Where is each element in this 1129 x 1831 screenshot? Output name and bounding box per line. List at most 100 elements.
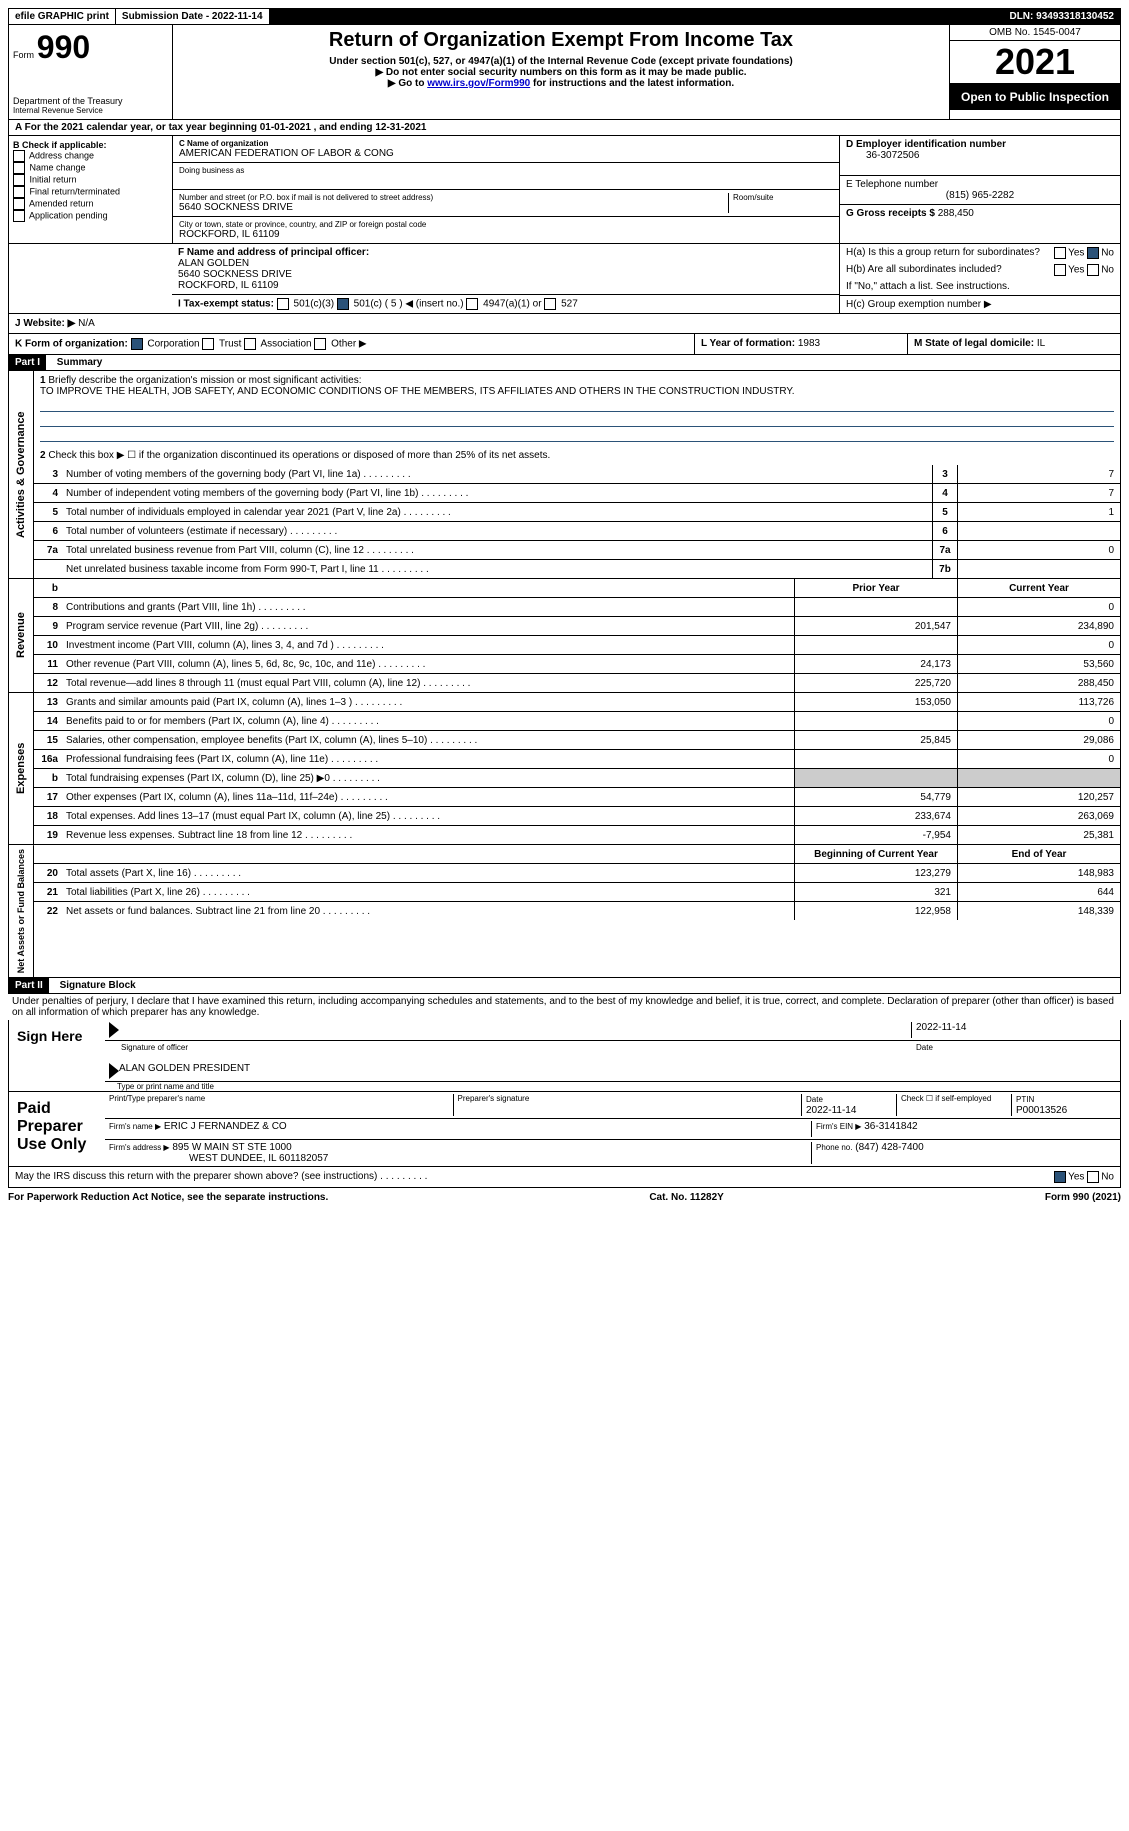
- discuss-no[interactable]: [1087, 1171, 1099, 1183]
- money-row: 9 Program service revenue (Part VIII, li…: [34, 617, 1120, 636]
- gross-cell: G Gross receipts $ 288,450: [840, 205, 1120, 222]
- cb-addr-change[interactable]: Address change: [13, 150, 168, 162]
- money-row: 16a Professional fundraising fees (Part …: [34, 750, 1120, 769]
- k-cell: K Form of organization: Corporation Trus…: [9, 334, 694, 354]
- top-bar-spacer: [270, 9, 1004, 24]
- street: 5640 SOCKNESS DRIVE: [179, 202, 728, 213]
- ein-cell: D Employer identification number 36-3072…: [840, 136, 1120, 176]
- room-label: Room/suite: [733, 193, 833, 202]
- form-header: Form 990 Department of the Treasury Inte…: [8, 25, 1121, 120]
- cb-trust[interactable]: [202, 338, 214, 350]
- omb-number: OMB No. 1545-0047: [950, 25, 1120, 41]
- cb-501c[interactable]: [337, 298, 349, 310]
- f-spacer: [9, 244, 172, 313]
- city-cell: City or town, state or province, country…: [173, 217, 839, 243]
- cb-initial[interactable]: Initial return: [13, 174, 168, 186]
- street-label: Number and street (or P.O. box if mail i…: [179, 193, 728, 202]
- gov-row: 7a Total unrelated business revenue from…: [34, 541, 1120, 560]
- money-row: 10 Investment income (Part VIII, column …: [34, 636, 1120, 655]
- header-center: Return of Organization Exempt From Incom…: [173, 25, 950, 119]
- gov-section: Activities & Governance 1 Briefly descri…: [8, 371, 1121, 579]
- vert-exp: Expenses: [9, 693, 34, 844]
- hb-row: H(b) Are all subordinates included? Yes …: [840, 261, 1120, 278]
- org-name: AMERICAN FEDERATION OF LABOR & CONG: [179, 148, 833, 159]
- gov-row: Net unrelated business taxable income fr…: [34, 560, 1120, 578]
- public-inspection: Open to Public Inspection: [950, 84, 1120, 110]
- money-row: b Total fundraising expenses (Part IX, c…: [34, 769, 1120, 788]
- efile-print-label[interactable]: efile GRAPHIC print: [9, 9, 116, 24]
- money-row: 21 Total liabilities (Part X, line 26) 3…: [34, 883, 1120, 902]
- exp-section: Expenses 13 Grants and similar amounts p…: [8, 693, 1121, 845]
- sign-here-block: Sign Here 2022-11-14 Signature of office…: [8, 1020, 1121, 1092]
- footer: For Paperwork Reduction Act Notice, see …: [8, 1188, 1121, 1207]
- sign-here-label: Sign Here: [9, 1020, 105, 1091]
- j-row: J Website: ▶ N/A: [8, 314, 1121, 334]
- dln: DLN: 93493318130452: [1003, 9, 1120, 24]
- cb-app-pending[interactable]: Application pending: [13, 210, 168, 222]
- hb-yes[interactable]: [1054, 264, 1066, 276]
- q1-block: 1 Briefly describe the organization's mi…: [34, 371, 1120, 446]
- gross-value: 288,450: [938, 208, 974, 219]
- irs-label: Internal Revenue Service: [13, 106, 168, 115]
- cb-corp[interactable]: [131, 338, 143, 350]
- money-row: 11 Other revenue (Part VIII, column (A),…: [34, 655, 1120, 674]
- form-title: Return of Organization Exempt From Incom…: [181, 29, 941, 52]
- header-right: OMB No. 1545-0047 2021 Open to Public In…: [950, 25, 1120, 119]
- org-name-cell: C Name of organization AMERICAN FEDERATI…: [173, 136, 839, 163]
- cb-527[interactable]: [544, 298, 556, 310]
- money-row: 8 Contributions and grants (Part VIII, l…: [34, 598, 1120, 617]
- cat-no: Cat. No. 11282Y: [649, 1192, 723, 1203]
- col-b: B Check if applicable: Address change Na…: [9, 136, 173, 243]
- city: ROCKFORD, IL 61109: [179, 229, 833, 240]
- gross-label: G Gross receipts $: [846, 208, 935, 219]
- i-label: I Tax-exempt status:: [178, 299, 274, 310]
- discuss-row: May the IRS discuss this return with the…: [8, 1167, 1121, 1188]
- declaration: Under penalties of perjury, I declare th…: [8, 994, 1121, 1020]
- cb-4947[interactable]: [466, 298, 478, 310]
- money-row: 15 Salaries, other compensation, employe…: [34, 731, 1120, 750]
- form-footer: Form 990 (2021): [1045, 1192, 1121, 1203]
- j-label: J Website: ▶: [15, 318, 75, 329]
- city-label: City or town, state or province, country…: [179, 220, 833, 229]
- vert-rev: Revenue: [9, 579, 34, 692]
- j-value: N/A: [78, 318, 95, 329]
- line-a: A For the 2021 calendar year, or tax yea…: [8, 120, 1121, 136]
- section-fh: F Name and address of principal officer:…: [8, 244, 1121, 314]
- irs-link[interactable]: www.irs.gov/Form990: [427, 78, 530, 89]
- q2-block: 2 Check this box ▶ ☐ if the organization…: [34, 446, 1120, 465]
- money-row: 12 Total revenue—add lines 8 through 11 …: [34, 674, 1120, 692]
- ha-row: H(a) Is this a group return for subordin…: [840, 244, 1120, 261]
- f-street: 5640 SOCKNESS DRIVE: [178, 269, 833, 280]
- part-i-header: Part I Summary: [8, 355, 1121, 371]
- money-row: 19 Revenue less expenses. Subtract line …: [34, 826, 1120, 844]
- ha-yes[interactable]: [1054, 247, 1066, 259]
- subtitle-1: Under section 501(c), 527, or 4947(a)(1)…: [181, 56, 941, 67]
- submission-date: Submission Date - 2022-11-14: [116, 9, 270, 24]
- hb-no[interactable]: [1087, 264, 1099, 276]
- discuss-yes[interactable]: [1054, 1171, 1066, 1183]
- top-bar: efile GRAPHIC print Submission Date - 20…: [8, 8, 1121, 25]
- cb-501c3[interactable]: [277, 298, 289, 310]
- sub3-pre: ▶ Go to: [388, 78, 427, 89]
- money-row: 20 Total assets (Part X, line 16) 123,27…: [34, 864, 1120, 883]
- b-header: B Check if applicable:: [13, 140, 168, 150]
- vert-gov: Activities & Governance: [9, 371, 34, 578]
- f-name: ALAN GOLDEN: [178, 258, 833, 269]
- subtitle-2: ▶ Do not enter social security numbers o…: [181, 67, 941, 78]
- col-c: C Name of organization AMERICAN FEDERATI…: [173, 136, 840, 243]
- cb-assoc[interactable]: [244, 338, 256, 350]
- cb-amended[interactable]: Amended return: [13, 198, 168, 210]
- gov-row: 3 Number of voting members of the govern…: [34, 465, 1120, 484]
- c-name-label: C Name of organization: [179, 139, 833, 148]
- arrow-icon: [109, 1022, 119, 1038]
- hc-row: H(c) Group exemption number ▶: [840, 295, 1120, 313]
- cb-other[interactable]: [314, 338, 326, 350]
- mission: TO IMPROVE THE HEALTH, JOB SAFETY, AND E…: [40, 386, 1114, 397]
- dept-treasury: Department of the Treasury: [13, 96, 168, 106]
- ha-no[interactable]: [1087, 247, 1099, 259]
- cb-name-change[interactable]: Name change: [13, 162, 168, 174]
- money-row: 22 Net assets or fund balances. Subtract…: [34, 902, 1120, 920]
- gov-row: 4 Number of independent voting members o…: [34, 484, 1120, 503]
- form-word: Form: [13, 50, 34, 60]
- cb-final[interactable]: Final return/terminated: [13, 186, 168, 198]
